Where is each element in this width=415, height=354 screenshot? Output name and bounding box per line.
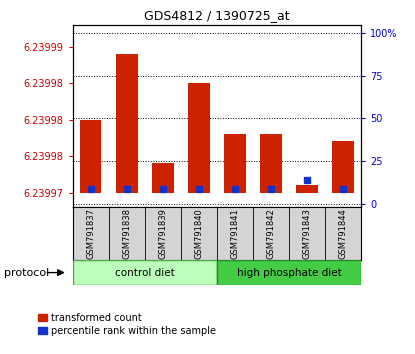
Bar [217, 260, 361, 285]
Text: GSM791844: GSM791844 [339, 208, 347, 259]
Bar [332, 142, 354, 193]
Bar [260, 134, 282, 193]
Bar [116, 54, 137, 193]
Bar [152, 163, 173, 193]
Text: control diet: control diet [115, 268, 175, 278]
Text: protocol: protocol [4, 268, 49, 278]
Title: GDS4812 / 1390725_at: GDS4812 / 1390725_at [144, 9, 290, 22]
Text: high phosphate diet: high phosphate diet [237, 268, 341, 278]
Text: GSM791841: GSM791841 [230, 208, 239, 259]
Bar [73, 260, 217, 285]
Text: GSM791838: GSM791838 [122, 208, 131, 259]
Text: GSM791839: GSM791839 [158, 208, 167, 259]
Text: GSM791837: GSM791837 [86, 208, 95, 259]
Bar [188, 83, 210, 193]
Bar [80, 120, 101, 193]
Bar [296, 185, 318, 193]
Text: GSM791842: GSM791842 [266, 208, 276, 259]
Bar [224, 134, 246, 193]
Legend: transformed count, percentile rank within the sample: transformed count, percentile rank withi… [38, 313, 216, 336]
Text: GSM791843: GSM791843 [303, 208, 312, 259]
Text: GSM791840: GSM791840 [194, 208, 203, 259]
